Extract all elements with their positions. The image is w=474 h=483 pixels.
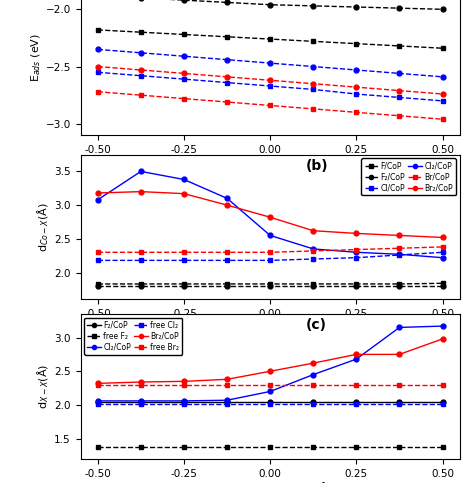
Y-axis label: d$_{X-X}$(Å): d$_{X-X}$(Å)	[36, 364, 52, 409]
Legend: F/CoP, F₂/CoP, Cl/CoP, Cl₂/CoP, Br/CoP, Br₂/CoP: F/CoP, F₂/CoP, Cl/CoP, Cl₂/CoP, Br/CoP, …	[362, 158, 456, 195]
Y-axis label: d$_{Co-X}$(Å): d$_{Co-X}$(Å)	[36, 202, 52, 252]
X-axis label: Electric Field  (V/Å): Electric Field (V/Å)	[207, 159, 334, 172]
X-axis label: Electric Field  (V/Å): Electric Field (V/Å)	[207, 323, 334, 337]
Y-axis label: E$_{ads}$ (eV): E$_{ads}$ (eV)	[29, 33, 43, 83]
Text: (b): (b)	[306, 159, 329, 173]
Text: (c): (c)	[306, 318, 327, 332]
Legend: F₂/CoP, free F₂, Cl₂/CoP, free Cl₂, Br₂/CoP, free Br₂: F₂/CoP, free F₂, Cl₂/CoP, free Cl₂, Br₂/…	[84, 318, 182, 355]
